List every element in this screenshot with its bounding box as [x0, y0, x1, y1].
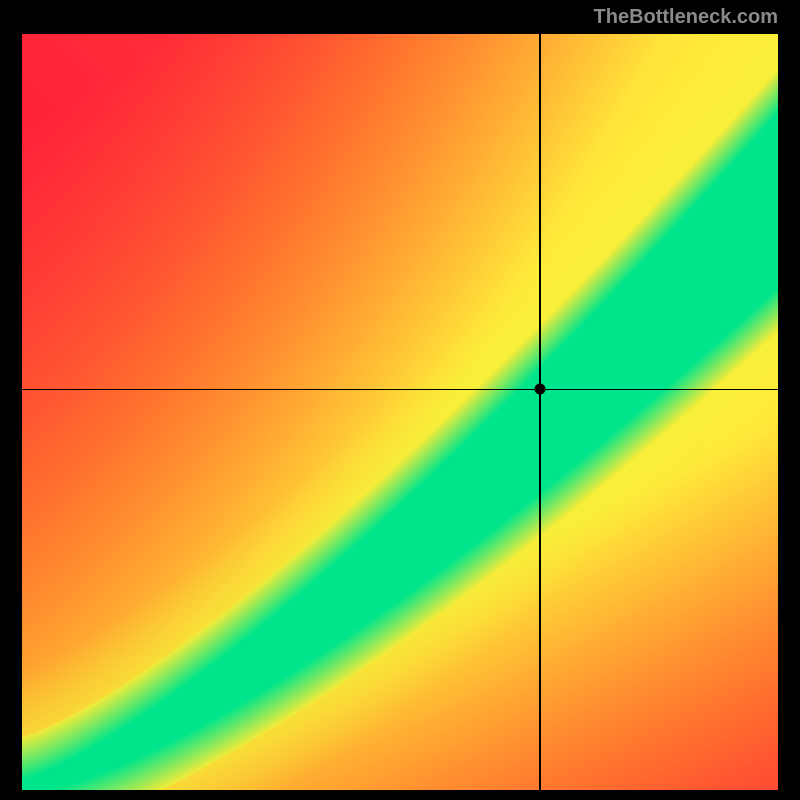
watermark-text: TheBottleneck.com [594, 6, 778, 29]
crosshair-vertical [539, 34, 541, 790]
crosshair-marker [534, 384, 545, 395]
heatmap-frame [22, 34, 778, 790]
chart-container: TheBottleneck.com [0, 0, 800, 800]
crosshair-horizontal [22, 389, 778, 391]
heatmap-canvas [22, 34, 778, 790]
